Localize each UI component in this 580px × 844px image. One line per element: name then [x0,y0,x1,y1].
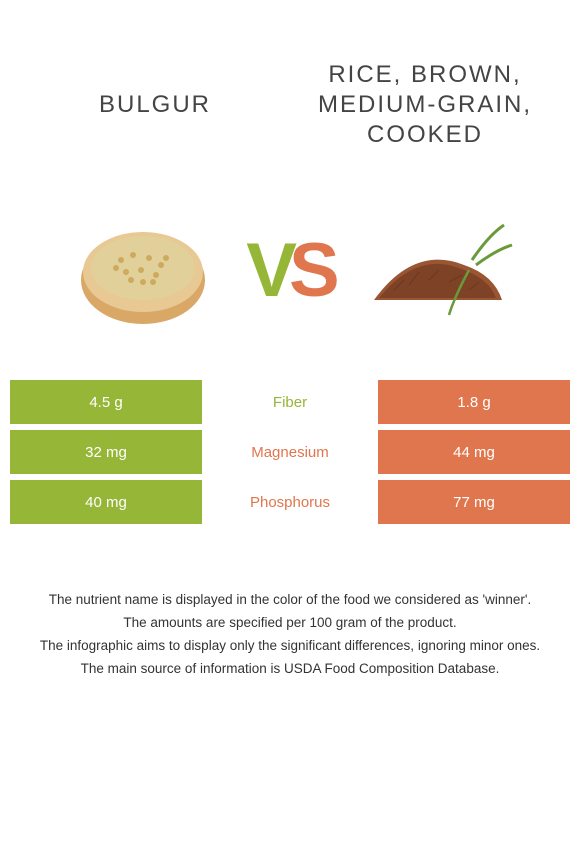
value-right: 44 mg [378,430,570,474]
table-row: 40 mg Phosphorus 77 mg [10,480,570,524]
nutrient-table: 4.5 g Fiber 1.8 g 32 mg Magnesium 44 mg … [0,380,580,524]
table-row: 4.5 g Fiber 1.8 g [10,380,570,424]
disclaimer-line: The amounts are specified per 100 gram o… [15,613,565,634]
images-row: V S [0,190,580,380]
food-image-left [61,210,226,330]
nutrient-name: Fiber [202,380,378,424]
value-left: 32 mg [10,430,202,474]
disclaimer-line: The infographic aims to display only the… [15,636,565,657]
food-title-left: BULGUR [20,90,290,120]
value-left: 4.5 g [10,380,202,424]
disclaimer: The nutrient name is displayed in the co… [0,530,580,680]
food-image-right [354,210,519,330]
value-left: 40 mg [10,480,202,524]
vs-v: V [246,227,291,314]
disclaimer-line: The main source of information is USDA F… [15,659,565,680]
nutrient-name: Phosphorus [202,480,378,524]
header: BULGUR RICE, BROWN, MEDIUM-GRAIN, COOKED [0,0,580,190]
disclaimer-line: The nutrient name is displayed in the co… [15,590,565,611]
value-right: 1.8 g [378,380,570,424]
food-title-right: RICE, BROWN, MEDIUM-GRAIN, COOKED [290,60,560,150]
vs-s: S [289,227,334,314]
value-right: 77 mg [378,480,570,524]
nutrient-name: Magnesium [202,430,378,474]
table-row: 32 mg Magnesium 44 mg [10,430,570,474]
vs-label: V S [246,227,333,314]
